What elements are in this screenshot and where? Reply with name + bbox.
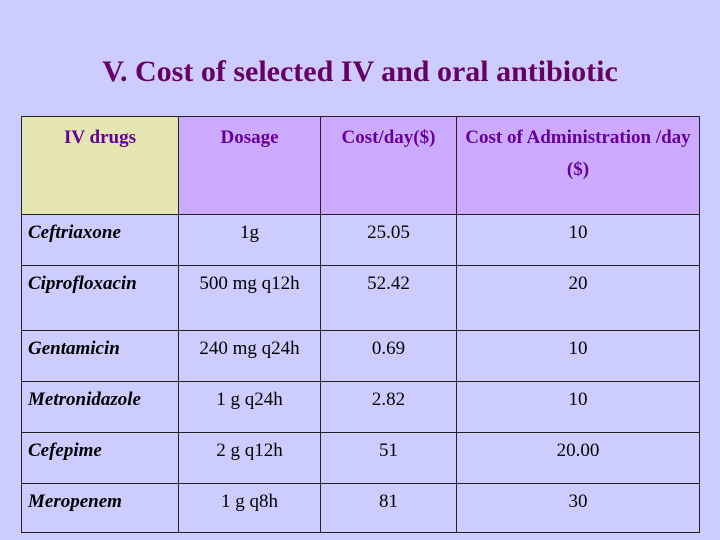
cost-cell: 0.69 [320,330,457,382]
admin-cost-cell: 10 [456,330,700,382]
table-header-row: IV drugs Dosage Cost/day($) Cost of Admi… [21,116,700,215]
dosage-cell: 1 g q8h [178,483,321,533]
drug-name-cell: Gentamicin [21,330,179,382]
cost-cell: 51 [320,432,457,484]
drug-name-cell: Ciprofloxacin [21,265,179,331]
slide-title: V. Cost of selected IV and oral antibiot… [102,55,618,88]
header-admin-cost: Cost of Administration /day ($) [456,116,700,215]
admin-cost-cell: 20 [456,265,700,331]
admin-cost-cell: 10 [456,214,700,266]
header-dosage: Dosage [178,116,321,215]
header-cost-per-day: Cost/day($) [320,116,457,215]
dosage-cell: 1 g q24h [178,381,321,433]
admin-cost-cell: 30 [456,483,700,533]
admin-cost-cell: 10 [456,381,700,433]
dosage-cell: 500 mg q12h [178,265,321,331]
table-row: Meropenem 1 g q8h 81 30 [21,483,700,533]
table-row: Metronidazole 1 g q24h 2.82 10 [21,381,700,433]
table-row: Ciprofloxacin 500 mg q12h 52.42 20 [21,265,700,331]
cost-cell: 25.05 [320,214,457,266]
dosage-cell: 2 g q12h [178,432,321,484]
drug-name-cell: Metronidazole [21,381,179,433]
table-row: Gentamicin 240 mg q24h 0.69 10 [21,330,700,382]
dosage-cell: 1g [178,214,321,266]
cost-cell: 2.82 [320,381,457,433]
table-row: Cefepime 2 g q12h 51 20.00 [21,432,700,484]
dosage-cell: 240 mg q24h [178,330,321,382]
drug-name-cell: Cefepime [21,432,179,484]
antibiotic-cost-table: IV drugs Dosage Cost/day($) Cost of Admi… [21,116,700,533]
table-row: Ceftriaxone 1g 25.05 10 [21,214,700,266]
admin-cost-cell: 20.00 [456,432,700,484]
drug-name-cell: Meropenem [21,483,179,533]
drug-name-cell: Ceftriaxone [21,214,179,266]
header-iv-drugs: IV drugs [21,116,179,215]
cost-cell: 52.42 [320,265,457,331]
cost-cell: 81 [320,483,457,533]
